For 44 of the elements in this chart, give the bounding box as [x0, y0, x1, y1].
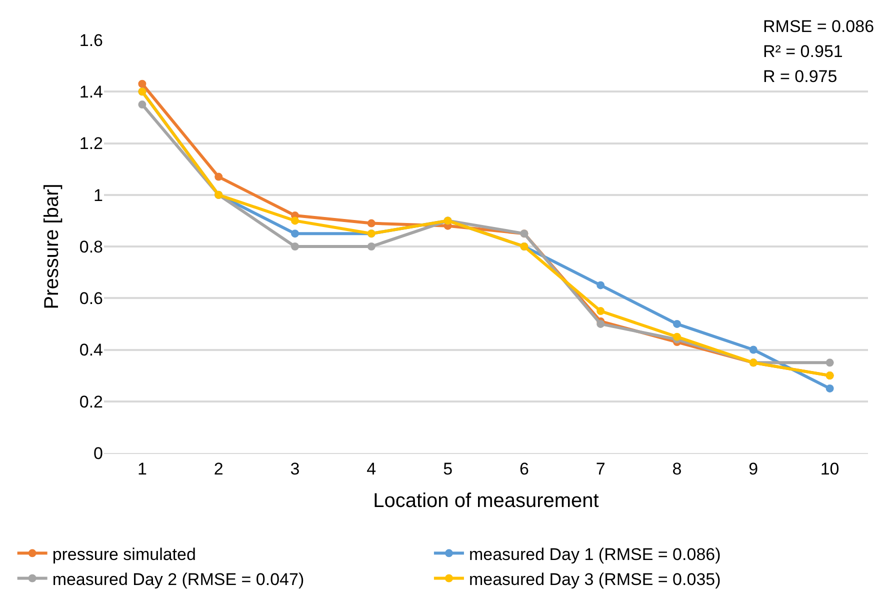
point	[596, 281, 605, 290]
x-axis-title: Location of measurement	[373, 490, 600, 512]
point	[749, 346, 758, 354]
x-tick-label: 9	[748, 459, 758, 478]
point	[291, 230, 299, 238]
point	[291, 242, 299, 250]
y-tick-label: 1	[94, 186, 103, 205]
point	[826, 384, 834, 392]
point	[826, 358, 834, 367]
point	[138, 80, 146, 88]
point	[673, 320, 681, 328]
x-tick-label: 3	[290, 459, 300, 478]
point	[596, 320, 605, 328]
legend-label: measured Day 2 (RMSE = 0.047)	[52, 570, 304, 589]
y-tick-label: 0.2	[79, 392, 103, 412]
point	[367, 219, 376, 228]
x-tick-label: 8	[672, 459, 682, 478]
annotation: R² = 0.951	[763, 42, 843, 61]
x-tick-label: 5	[443, 459, 453, 478]
y-axis-title: Pressure [bar]	[40, 184, 63, 310]
y-tick-label: 1.6	[79, 30, 103, 50]
point	[291, 216, 299, 225]
legend-label: pressure simulated	[52, 544, 196, 564]
point	[596, 307, 605, 316]
x-tick-label: 1	[137, 459, 147, 478]
point	[214, 172, 223, 181]
x-tick-label: 2	[214, 459, 224, 478]
x-tick-label: 4	[366, 459, 376, 478]
annotation: R = 0.975	[763, 67, 838, 86]
legend-label: measured Day 1 (RMSE = 0.086)	[468, 544, 721, 564]
x-tick-label: 10	[820, 459, 840, 478]
y-tick-label: 0	[94, 444, 103, 463]
y-tick-label: 1.2	[79, 134, 103, 154]
point	[138, 100, 146, 109]
text: RMSE = 0.086	[763, 17, 874, 36]
y-tick-label: 0.8	[79, 237, 103, 256]
x-tick-label: 6	[519, 459, 529, 478]
y-tick-label: 1.4	[79, 82, 103, 102]
x-tick-label: 7	[596, 459, 606, 478]
y-tick-label: 0.6	[79, 289, 103, 308]
y-tick-label: 0.4	[79, 340, 103, 360]
point	[673, 332, 681, 341]
legend-label: measured Day 3 (RMSE = 0.035)	[468, 570, 721, 589]
point	[367, 242, 376, 250]
